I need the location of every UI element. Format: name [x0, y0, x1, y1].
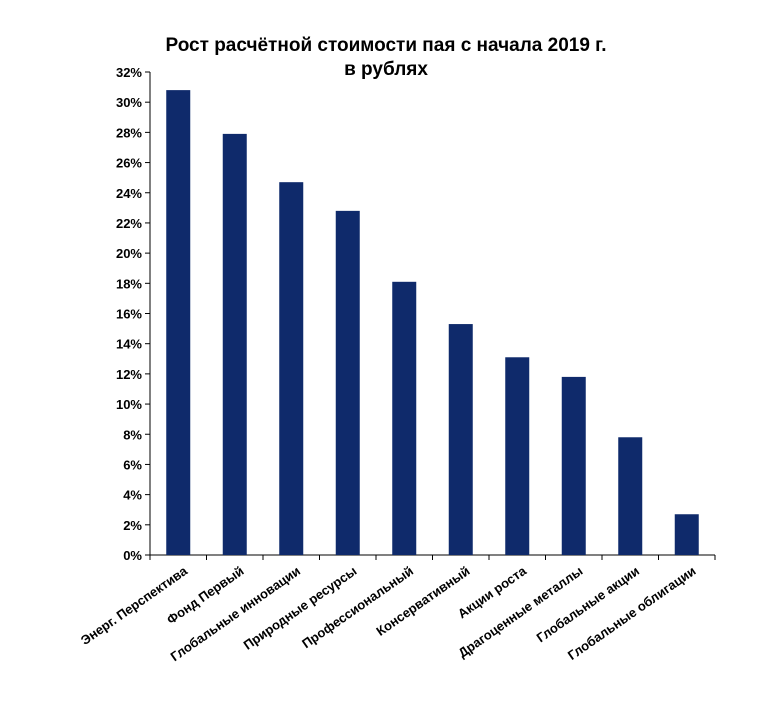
y-tick-label: 26% [116, 156, 142, 171]
bar [222, 133, 247, 555]
x-category-label: Глобальные акции [534, 563, 642, 645]
y-tick-label: 0% [123, 548, 142, 563]
bar [618, 437, 643, 555]
y-tick-label: 24% [116, 186, 142, 201]
chart-title: Рост расчётной стоимости пая с начала 20… [0, 34, 772, 82]
bar [279, 182, 304, 555]
y-tick-label: 30% [116, 95, 142, 110]
bar [392, 281, 417, 555]
bar [561, 376, 586, 555]
y-tick-label: 6% [123, 457, 142, 472]
y-tick-label: 20% [116, 246, 142, 261]
y-tick-label: 28% [116, 125, 142, 140]
bar [335, 210, 360, 556]
bar [166, 90, 191, 556]
bar [448, 324, 473, 555]
chart-title-line-2: в рублях [344, 59, 428, 80]
bar [674, 514, 699, 555]
y-tick-label: 32% [116, 65, 142, 80]
y-tick-label: 16% [116, 307, 142, 322]
x-category-label: Энерг. Перспектива [78, 563, 191, 648]
y-tick-label: 2% [123, 518, 142, 533]
x-category-label: Консервативный [373, 563, 472, 639]
y-tick-label: 14% [116, 337, 142, 352]
y-tick-label: 22% [116, 216, 142, 231]
bar [505, 357, 530, 555]
y-tick-label: 4% [123, 488, 142, 503]
y-tick-label: 8% [123, 427, 142, 442]
chart-title-line-1: Рост расчётной стоимости пая с начала 20… [165, 35, 607, 56]
y-axis: 0% 2% 4% 6% 8% 10% 12% 14% 16% 18% 20% 22% 24% 26% 28%… [116, 65, 151, 563]
y-tick-label: 10% [116, 397, 142, 412]
bars [166, 90, 699, 556]
x-axis [149, 554, 716, 560]
y-tick-label: 12% [116, 367, 142, 382]
y-tick-label: 18% [116, 276, 142, 291]
